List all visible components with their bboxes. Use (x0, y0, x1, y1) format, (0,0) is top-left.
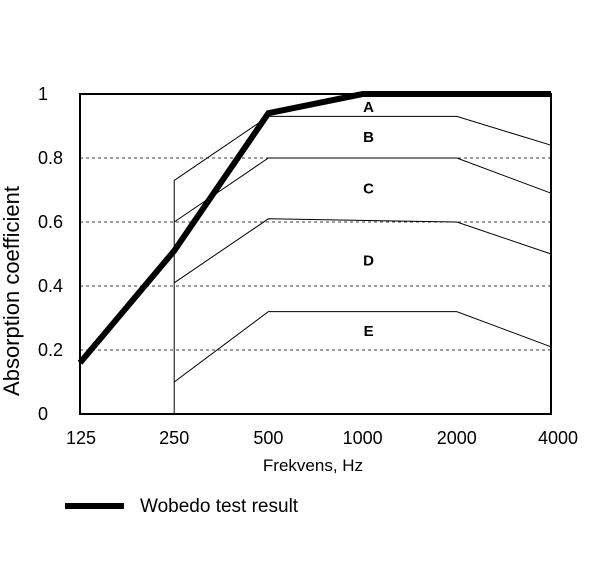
y-tick-label: 0.4 (38, 276, 63, 296)
y-tick-label: 1 (38, 84, 48, 104)
zone-label: D (363, 252, 374, 269)
x-tick-label: 500 (253, 428, 283, 448)
y-tick-label: 0.6 (38, 212, 63, 232)
y-axis-title: Absorption coefficient (0, 186, 24, 396)
class-boundary-line (173, 311, 552, 383)
class-zone-labels: AB C D E (363, 99, 374, 340)
zone-label: C (363, 180, 374, 197)
legend-label: Wobedo test result (140, 496, 299, 517)
class-boundary-line (173, 115, 552, 181)
legend: Wobedo test result (65, 496, 299, 517)
series-line-wobedo (77, 91, 551, 365)
class-boundary-line (173, 218, 552, 284)
x-tick-label: 2000 (437, 428, 477, 448)
plot-area-frame (79, 93, 552, 415)
zone-label: B (363, 129, 374, 146)
y-tick-label: 0 (38, 404, 48, 424)
x-tick-label: 250 (159, 428, 189, 448)
class-boundary-line (173, 157, 552, 223)
x-tick-label: 1000 (343, 428, 383, 448)
grid-lines (80, 157, 551, 351)
x-tick-label: 4000 (538, 428, 578, 448)
zone-label: A (363, 99, 374, 116)
x-axis-title: Frekvens, Hz (263, 456, 363, 475)
y-tick-label: 0.2 (38, 340, 63, 360)
y-axis-ticks: 0 0.2 0.4 0.6 0.8 1 (38, 84, 63, 424)
class-boundaries (173, 115, 552, 383)
zone-label: E (364, 323, 374, 340)
x-axis-ticks: 125 250 500 1000 2000 4000 (66, 428, 578, 448)
x-tick-label: 125 (66, 428, 96, 448)
y-tick-label: 0.8 (38, 148, 63, 168)
